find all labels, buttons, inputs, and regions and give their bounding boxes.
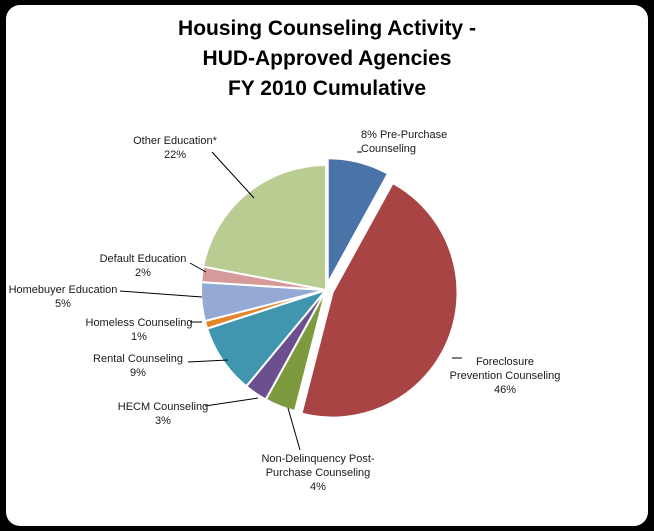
- slice-label-3-line-1: Non-Delinquency Post-: [261, 453, 374, 465]
- slice-label-1: 8% Pre-Purchase Counseling: [361, 129, 447, 155]
- chart-title-line-1: Housing Counseling Activity -: [178, 17, 476, 40]
- leader-line-8: [189, 262, 207, 273]
- leader-line-9: [211, 151, 255, 199]
- slice-label-2-line-3: 46%: [494, 384, 516, 396]
- slice-label-6-line-1: Homeless Counseling: [86, 317, 193, 329]
- slice-label-3: Non-Delinquency Post- Purchase Counseling…: [261, 453, 374, 493]
- leader-line-4: [204, 397, 259, 407]
- slice-label-6: Homeless Counseling 1%: [86, 317, 193, 343]
- slice-label-8: Default Education 2%: [100, 253, 187, 279]
- pie-slice-1: [326, 157, 390, 284]
- slice-label-5-line-2: 9%: [130, 367, 146, 379]
- slice-label-4-line-2: 3%: [155, 415, 171, 427]
- slice-label-2-line-2: Prevention Counseling: [450, 370, 561, 382]
- slice-label-3-line-3: 4%: [310, 481, 326, 493]
- slice-label-8-line-2: 2%: [135, 267, 151, 279]
- slice-label-9-line-2: 22%: [164, 149, 186, 161]
- slice-label-5-line-1: Rental Counseling: [93, 353, 183, 365]
- slice-label-1-line-1: 8% Pre-Purchase: [361, 129, 447, 141]
- slice-label-7-line-1: Homebuyer Education: [9, 284, 118, 296]
- slice-label-6-line-2: 1%: [131, 331, 147, 343]
- slice-label-3-line-2: Purchase Counseling: [266, 467, 371, 479]
- slice-label-8-line-1: Default Education: [100, 253, 187, 265]
- slice-label-7: Homebuyer Education 5%: [9, 284, 118, 310]
- slice-label-4: HECM Counseling 3%: [118, 401, 208, 427]
- pie-slice-2: [300, 181, 459, 419]
- leader-line-3: [287, 407, 301, 451]
- leader-line-7: [119, 290, 203, 298]
- chart-title-line-2: HUD-Approved Agencies: [202, 47, 452, 70]
- slice-label-9: Other Education* 22%: [133, 135, 217, 161]
- chart-title-line-3: FY 2010 Cumulative: [227, 77, 427, 100]
- slice-label-4-line-1: HECM Counseling: [118, 401, 208, 413]
- pie-slice-9: [202, 163, 327, 292]
- slice-label-7-line-2: 5%: [55, 298, 71, 310]
- slice-label-5: Rental Counseling 9%: [93, 353, 183, 379]
- slice-label-9-line-1: Other Education*: [133, 135, 217, 147]
- slice-label-2: Foreclosure Prevention Counseling 46%: [450, 356, 561, 396]
- chart-title: Housing Counseling Activity - HUD-Approv…: [0, 14, 654, 104]
- slice-label-2-line-1: Foreclosure: [476, 356, 534, 368]
- leader-line-5: [187, 359, 229, 363]
- slice-label-1-line-2: Counseling: [361, 143, 416, 155]
